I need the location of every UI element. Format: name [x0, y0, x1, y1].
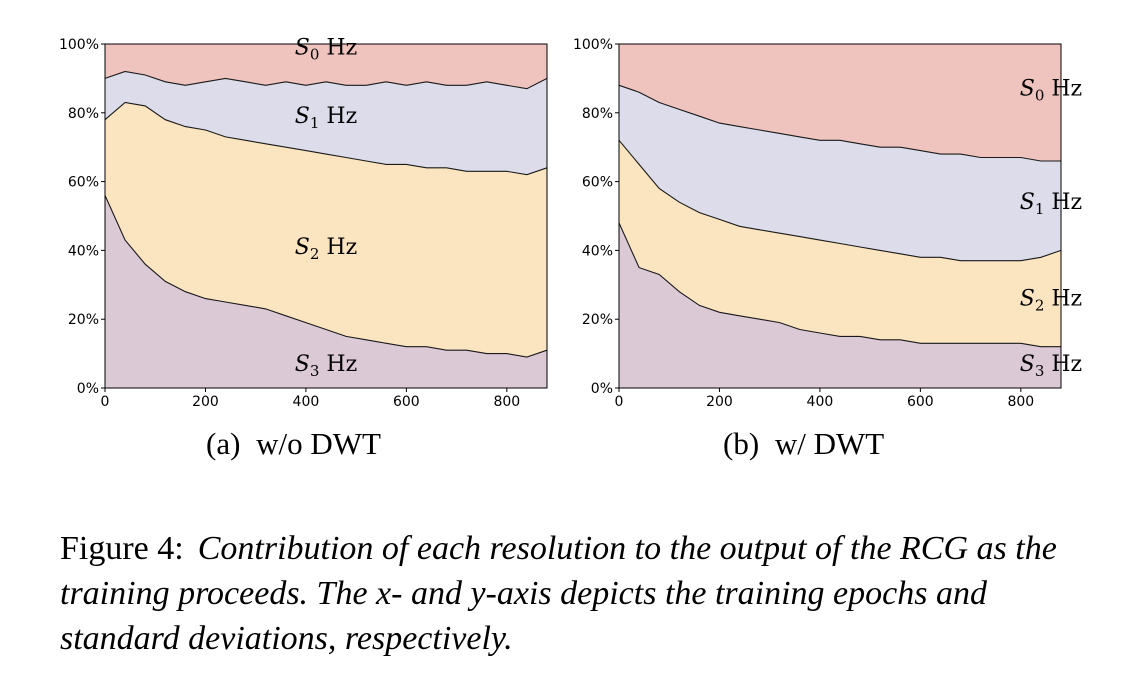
- y-tick-label-b: 0%: [591, 381, 613, 397]
- boundary-line-1-a: [104, 195, 548, 358]
- y-tick-label-a: 0%: [77, 381, 99, 397]
- caption-lead: Figure 4:: [60, 530, 184, 567]
- chart-panel-b: 0% 20% 40% 60% 80% 100% 0 200 400 600 800 S0 Hz S1 H…: [573, 37, 1082, 410]
- band-label-S2-a: S2 Hz: [295, 235, 357, 263]
- y-tick-label-b: 100%: [573, 37, 613, 53]
- subcaption-a: (a) w/o DWT: [206, 426, 381, 462]
- boundary-line-1-b: [618, 222, 1061, 348]
- y-tick-label-a: 80%: [68, 106, 99, 122]
- x-tick-label-b: 0: [615, 394, 624, 410]
- caption-body: Contribution of each resolution to the o…: [60, 530, 1057, 657]
- subcaption-a-text: w/o DWT: [256, 426, 381, 461]
- area-S2-a: [105, 102, 547, 357]
- subcaption-b: (b) w/ DWT: [723, 426, 884, 462]
- boundary-line-2-a: [104, 101, 548, 176]
- x-tick-label-b: 400: [807, 394, 834, 410]
- x-tick-label-a: 0: [101, 394, 110, 410]
- boundary-line-3-b: [618, 84, 1061, 162]
- x-tick-label-b: 600: [907, 394, 934, 410]
- chart-panel-a: 0% 20% 40% 60% 80% 100% 0 200 400 600 800 S0 Hz S1 H…: [59, 35, 548, 410]
- x-tick-label-a: 800: [493, 394, 520, 410]
- area-S0-b: [619, 44, 1061, 161]
- band-label-S3-a: S3 Hz: [295, 352, 357, 380]
- band-label-S1-a: S1 Hz: [295, 104, 357, 132]
- y-tick-label-b: 60%: [582, 175, 613, 191]
- area-S3-a: [105, 195, 547, 388]
- x-tick-label-a: 200: [192, 394, 219, 410]
- area-S1-a: [105, 71, 547, 175]
- x-tick-label-b: 800: [1007, 394, 1034, 410]
- subcaption-b-id: (b): [723, 426, 760, 461]
- y-tick-label-a: 20%: [68, 312, 99, 328]
- x-tick-label-a: 600: [393, 394, 420, 410]
- boundary-line-2-b: [618, 139, 1062, 262]
- band-label-S2-b: S2 Hz: [1020, 286, 1082, 314]
- y-tick-label-b: 40%: [582, 243, 613, 259]
- area-S0-a: [105, 44, 547, 89]
- y-tick-label-b: 20%: [582, 312, 613, 328]
- y-tick-label-a: 100%: [59, 37, 99, 53]
- band-label-S1-b: S1 Hz: [1020, 190, 1082, 218]
- band-label-S0-a: S0 Hz: [295, 35, 357, 63]
- x-tick-label-a: 400: [293, 394, 320, 410]
- subcaption-a-id: (a): [206, 426, 241, 461]
- figure-caption: Figure 4: Contribution of each resolution…: [60, 526, 1070, 661]
- subcaption-b-text: w/ DWT: [774, 426, 885, 461]
- band-label-S3-b: S3 Hz: [1020, 352, 1082, 380]
- area-S1-b: [619, 85, 1061, 261]
- boundary-line-3-a: [104, 70, 548, 90]
- axes-frame-a: [104, 43, 548, 389]
- y-tick-label-a: 40%: [68, 243, 99, 259]
- y-tick-label-a: 60%: [68, 175, 99, 191]
- area-S3-b: [619, 222, 1061, 388]
- axes-frame-b: [618, 43, 1062, 389]
- x-tick-label-b: 200: [706, 394, 733, 410]
- y-tick-label-b: 80%: [582, 106, 613, 122]
- band-label-S0-b: S0 Hz: [1020, 77, 1082, 105]
